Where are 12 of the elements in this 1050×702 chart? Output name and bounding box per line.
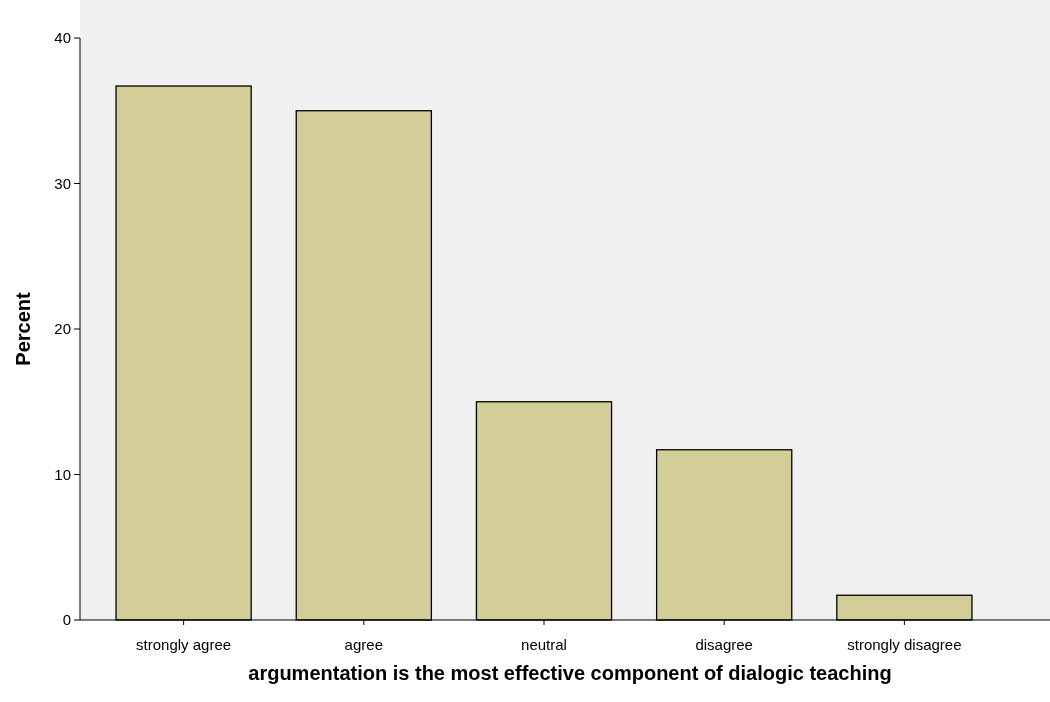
x-tick-label: neutral [521, 636, 567, 653]
y-tick-label: 10 [54, 465, 71, 483]
x-tick-label: agree [344, 636, 383, 653]
x-tick-label: strongly agree [136, 636, 232, 653]
x-axis-title: argumentation is the most effective component of dialogic teaching [248, 662, 892, 684]
y-tick-label: 30 [54, 174, 71, 192]
y-tick-label: 0 [62, 611, 71, 629]
x-tick-label: disagree [695, 636, 753, 653]
y-tick-label: 40 [54, 29, 71, 47]
y-tick-label: 20 [54, 320, 71, 338]
y-axis-title: Percent [12, 291, 34, 366]
x-tick-label: strongly disagree [847, 636, 962, 653]
